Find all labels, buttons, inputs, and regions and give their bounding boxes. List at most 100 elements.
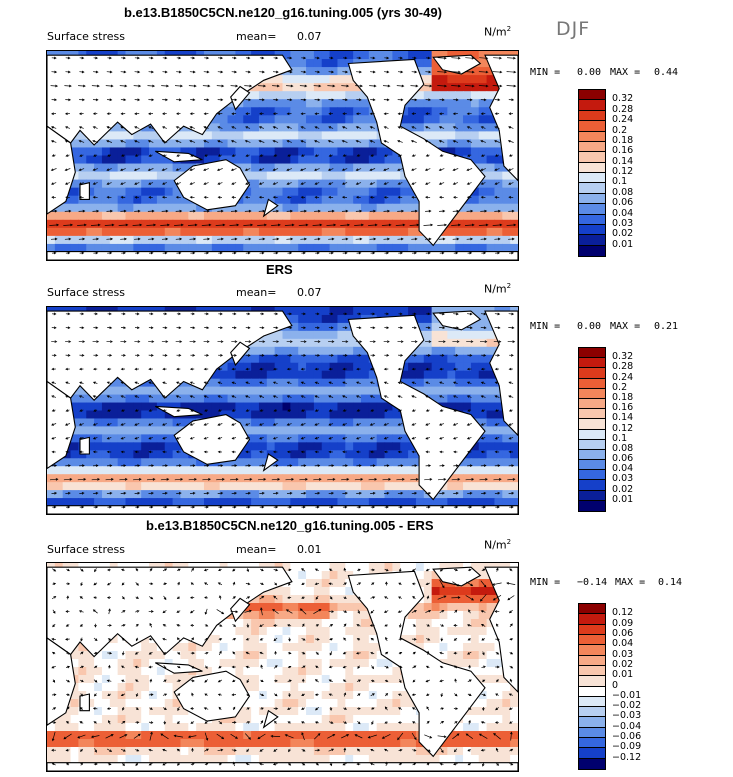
field-cell [423,83,433,92]
field-cell [321,227,331,237]
field-cell [478,51,488,60]
field-cell [298,402,307,412]
field-cell [384,155,393,165]
field-cell [290,163,299,173]
field-cell [133,203,142,213]
field-cell [376,195,386,205]
stress-vector-arrow [411,423,417,426]
field-cell [133,179,142,189]
stress-vector-arrow [232,312,237,316]
field-cell [306,442,315,451]
field-cell [415,59,425,68]
field-cell [313,163,323,173]
stress-vector-arrow [287,505,292,509]
stress-vector-arrow [273,505,279,509]
field-cell [282,91,291,100]
field-cell [353,195,362,205]
field-cell [376,179,386,189]
field-cell [337,99,346,108]
stress-vector-arrow [246,312,251,316]
stress-vector-arrow [508,450,514,454]
field-cell [47,490,56,499]
stress-vector-arrow [78,84,86,88]
stress-vector-arrow [329,312,334,316]
field-cell [376,426,386,435]
field-cell [204,402,213,412]
field-cell [329,171,339,181]
field-cell [125,139,134,149]
field-cell [502,458,511,467]
stress-vector-arrow [120,367,126,371]
field-cell [78,171,87,181]
stress-vector-arrow [79,98,85,102]
field-cell [219,211,229,221]
field-cell [141,426,150,435]
field-cell [345,611,354,620]
field-cell [227,611,236,620]
field-cell [62,450,72,459]
field-cell [306,67,315,76]
stress-vector-arrow [162,112,167,116]
field-cell [251,619,260,628]
stress-vector-arrow [314,423,320,426]
field-cell [133,651,142,660]
stress-vector-arrow [217,209,224,213]
field-cell [274,635,284,644]
stress-vector-arrow [92,209,100,213]
stress-vector-arrow [342,98,348,102]
field-cell [125,490,134,499]
field-cell [219,227,229,237]
field-cell [282,131,291,141]
field-cell [463,219,472,229]
stress-vector-arrow [217,491,224,495]
stress-vector-arrow [65,367,70,371]
stress-vector-arrow [245,154,250,157]
field-cell [447,619,456,628]
field-cell [470,362,480,372]
field-cell [447,563,456,572]
field-cell [141,378,150,388]
field-cell [149,171,158,181]
field-cell [463,235,472,245]
stress-vector-arrow [259,312,265,316]
field-cell [266,346,276,356]
field-cell [486,627,496,636]
field-cell [290,474,299,483]
field-cell [384,147,393,157]
stress-vector-arrow [148,354,154,357]
stress-vector-arrow [217,340,224,343]
field-cell [282,498,291,507]
field-cell [455,603,464,612]
field-cell [62,195,72,205]
stress-vector-arrow [272,195,278,199]
stress-vector-arrow [217,237,224,241]
field-cell [70,482,79,491]
field-cell [353,458,362,467]
stress-vector-arrow [356,381,361,385]
field-cell [431,139,441,149]
stress-vector-arrow [398,354,404,357]
stress-vector-arrow [411,409,416,412]
stress-vector-arrow [384,251,390,255]
field-cell [78,203,87,213]
field-cell [439,99,448,108]
stress-vector-arrow [356,70,362,74]
stress-vector-arrow [383,436,389,440]
field-cell [70,243,79,253]
field-cell [298,107,307,116]
field-cell [290,458,299,467]
field-cell [337,155,346,165]
field-cell [258,203,268,213]
field-cell [329,394,339,404]
field-cell [486,466,496,475]
stress-vector-arrow [452,126,459,129]
field-cell [353,490,362,499]
field-cell [101,394,111,404]
field-cell [125,171,134,181]
field-cell [353,370,362,380]
stress-vector-arrow [190,409,195,412]
stress-vector-arrow [299,84,308,88]
stress-vector-arrow [397,409,403,412]
field-cell [243,386,252,396]
field-cell [290,147,299,157]
